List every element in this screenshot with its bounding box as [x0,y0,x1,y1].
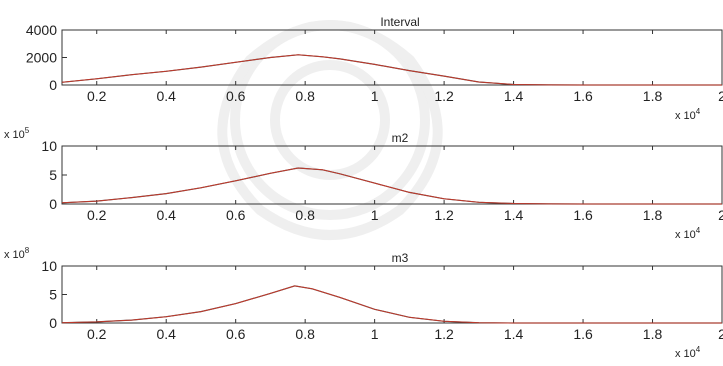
x-tick-label: 1.8 [643,88,663,104]
x-tick-label: 0.4 [156,88,176,104]
x-tick-label: 1 [371,326,379,342]
x-tick-label: 0.8 [295,326,315,342]
x-tick-label: 1.2 [434,326,454,342]
x-tick-label: 1.4 [504,88,524,104]
x-tick-label: 0.6 [226,326,246,342]
y-tick-label: 10 [41,138,57,154]
x-tick-label: 0.8 [295,88,315,104]
y-tick-label: 0 [49,315,57,331]
x-tick-label: 1 [371,207,379,223]
y-tick-label: 5 [49,167,57,183]
x-tick-label: 0.2 [87,88,107,104]
subplot-1: Interval 0.2 0.4 0.6 0.8 1 1.2 1.4 1.6 1.8 2 0 2000 4… [26,15,723,122]
y-tick-label: 4000 [26,22,57,38]
subplot-title: m2 [392,131,409,145]
series-line [61,167,722,205]
x-tick-label: 2 [718,88,723,104]
x-tick-label: 0.8 [295,207,315,223]
x-tick-label: 1.8 [643,326,663,342]
series-line [61,54,722,86]
x-exponent-label: x 104 [675,226,701,241]
y-tick-label: 10 [41,258,57,274]
x-tick-label: 1 [371,88,379,104]
x-tick-label: 1.6 [573,88,593,104]
x-tick-label: 2 [718,326,723,342]
y-exponent-label: x 105 [4,126,30,141]
y-tick-label: 0 [49,196,57,212]
y-exponent-label: x 108 [4,246,30,261]
x-tick-label: 0.4 [156,207,176,223]
y-tick-label: 5 [49,287,57,303]
subplot-3: m3 0.2 0.4 0.6 0.8 1 1.2 1.4 1.6 1.8 2 0 5 10 x 108 x 1… [4,246,723,360]
subplot-2: m2 0.2 0.4 0.6 0.8 1 1.2 1.4 1.6 1.8 2 0 5 10 x 105 x 1… [4,126,723,241]
x-tick-label: 1.2 [434,207,454,223]
x-exponent-label: x 104 [675,345,701,360]
x-exponent-label: x 104 [675,107,701,122]
x-tick-label: 0.6 [226,88,246,104]
subplot-title: m3 [392,251,409,265]
y-tick-label: 2000 [26,50,57,66]
watermark-emblem [217,20,443,240]
x-tick-label: 1.4 [504,207,524,223]
x-tick-label: 2 [718,207,723,223]
y-tick-label: 0 [49,77,57,93]
x-tick-label: 1.8 [643,207,663,223]
x-tick-label: 1.2 [434,88,454,104]
series-line [61,285,722,324]
x-tick-label: 0.2 [87,326,107,342]
x-tick-label: 0.2 [87,207,107,223]
x-tick-label: 0.4 [156,326,176,342]
x-tick-label: 1.6 [573,207,593,223]
subplot-title: Interval [380,15,419,29]
x-tick-label: 1.6 [573,326,593,342]
x-tick-label: 1.4 [504,326,524,342]
x-tick-label: 0.6 [226,207,246,223]
